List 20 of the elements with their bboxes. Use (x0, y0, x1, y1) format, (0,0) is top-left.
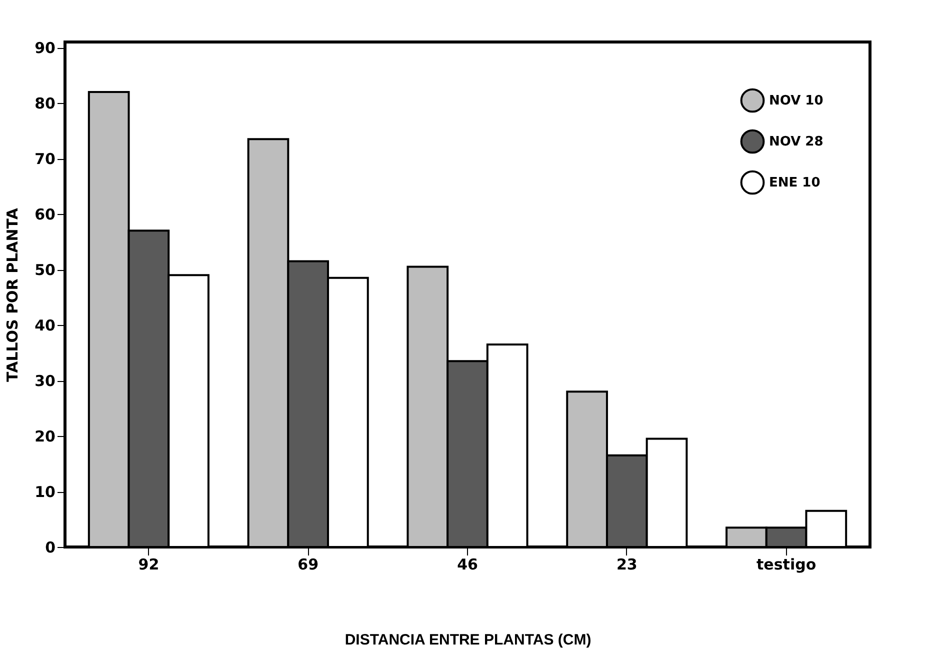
y-tick-label: 50 (34, 261, 56, 280)
y-tick-label: 20 (34, 428, 56, 446)
y-tick-label: 60 (34, 206, 56, 224)
x-tick-label: 46 (457, 556, 478, 574)
y-tick-label: 80 (34, 94, 56, 113)
x-tick-label: testigo (756, 556, 816, 574)
y-tick-label: 30 (34, 372, 56, 390)
legend-label: ENE 10 (769, 176, 820, 190)
y-axis-title: TALLOS POR PLANTA (4, 208, 22, 382)
y-tick-label: 70 (34, 150, 56, 168)
x-tick-label: 69 (298, 556, 319, 574)
y-tick-label: 0 (45, 538, 56, 556)
x-tick-label: 92 (138, 556, 160, 574)
x-tick-label: 23 (616, 556, 638, 574)
y-tick-label: 40 (34, 316, 56, 335)
y-tick-label: 10 (34, 483, 56, 502)
legend-label: NOV 28 (769, 134, 824, 150)
x-axis-title: DISTANCIA ENTRE PLANTAS (CM) (344, 632, 592, 648)
legend-label: NOV 10 (769, 94, 824, 108)
y-tick-label: 90 (34, 39, 56, 58)
